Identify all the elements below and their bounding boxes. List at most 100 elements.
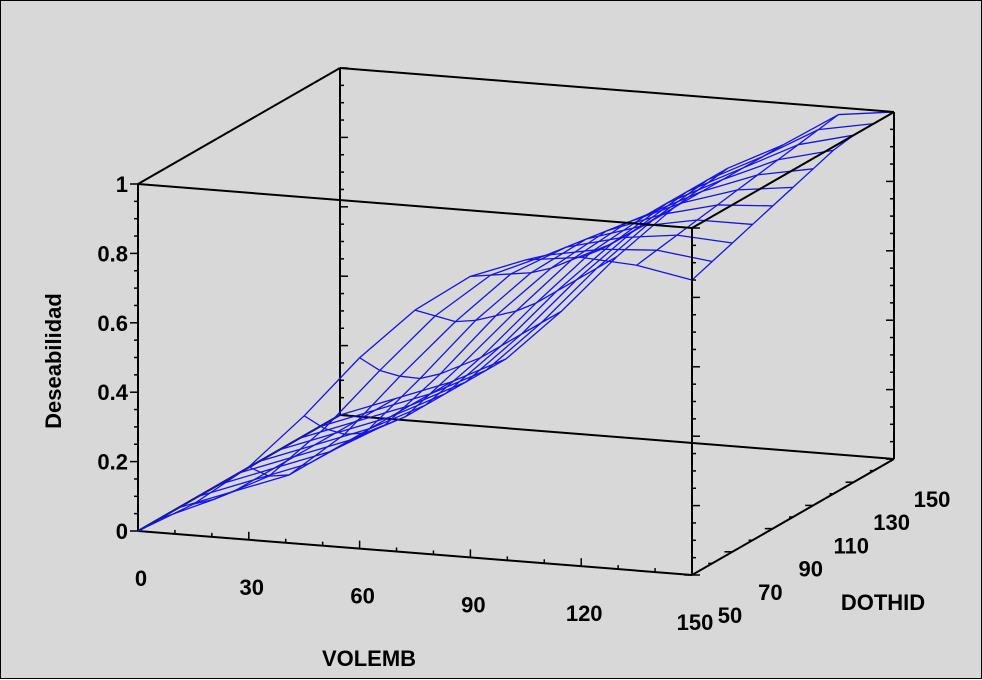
- mesh-segment: [586, 230, 607, 240]
- mesh-segment: [722, 159, 779, 181]
- mesh-segment: [707, 167, 729, 181]
- x-tick-label: 150: [677, 610, 714, 635]
- mesh-segment: [445, 381, 467, 395]
- mesh-segment: [359, 357, 381, 371]
- mesh-segment: [742, 155, 764, 169]
- mesh-segment: [545, 246, 567, 256]
- mesh-segment: [470, 274, 491, 277]
- mesh-segment: [268, 428, 325, 477]
- mesh-segment: [550, 259, 572, 269]
- mesh-segment: [646, 190, 703, 216]
- mesh-segment: [621, 225, 643, 239]
- x-tick-label: 90: [461, 592, 485, 617]
- mesh-segment: [334, 416, 391, 435]
- mesh-segment: [359, 309, 416, 359]
- mesh-segment: [561, 256, 618, 312]
- mesh-segment: [379, 315, 436, 371]
- box-edge: [339, 67, 895, 113]
- mesh-segment: [193, 466, 250, 505]
- mesh-segment: [591, 214, 648, 253]
- box-edge: [137, 67, 341, 185]
- mesh-segment: [303, 415, 325, 430]
- mesh-segment: [309, 451, 330, 464]
- mesh-segment: [566, 236, 622, 248]
- mesh-segment: [288, 433, 345, 476]
- mesh-segment: [722, 167, 744, 181]
- mesh-segment: [541, 310, 562, 324]
- mesh-segment: [475, 272, 532, 321]
- plot-box-front: [137, 67, 895, 575]
- mesh-segment: [520, 279, 578, 335]
- mesh-segment: [233, 474, 290, 493]
- mesh-segment: [646, 202, 668, 216]
- mesh-segment: [540, 267, 598, 324]
- mesh-segment: [279, 437, 300, 451]
- mesh-segment: [419, 319, 477, 379]
- mesh-segment: [495, 310, 517, 317]
- mesh-segment: [742, 144, 799, 169]
- mesh-segment: [193, 498, 214, 505]
- mesh-segment: [339, 397, 396, 416]
- mesh-segment: [762, 144, 784, 158]
- tick-labels: 00.20.40.60.810 30 60 90 120 150 5070901101301…: [97, 172, 950, 635]
- mesh-segment: [596, 220, 653, 269]
- surface-mesh: [137, 111, 895, 532]
- y-axis-label: DOTHID: [841, 590, 925, 615]
- mesh-segment: [556, 279, 577, 292]
- mesh-segment: [238, 455, 295, 474]
- x-axis-label: VOLEMB: [322, 646, 416, 671]
- mesh-segment: [137, 518, 159, 532]
- box-edge-back: [339, 414, 895, 460]
- mesh-segment: [812, 149, 834, 170]
- mesh-segment: [676, 234, 733, 244]
- mesh-segment: [294, 439, 350, 458]
- mesh-segment: [711, 242, 733, 262]
- mesh-segment: [364, 378, 421, 434]
- mesh-segment: [580, 248, 602, 258]
- mesh-segment: [798, 134, 854, 146]
- mesh-segment: [430, 381, 452, 395]
- x-tick-label: 30: [240, 575, 264, 600]
- mesh-segment: [424, 357, 482, 406]
- mesh-segment: [515, 302, 537, 312]
- mesh-segment: [414, 309, 436, 317]
- mesh-segment: [480, 345, 502, 359]
- mesh-segment: [797, 129, 819, 146]
- mesh-segment: [248, 466, 270, 477]
- y-tick-label: 110: [833, 533, 869, 558]
- mesh-segment: [737, 186, 794, 191]
- mesh-segment: [480, 302, 537, 359]
- mesh-segment: [299, 426, 321, 439]
- mesh-segment: [702, 179, 723, 192]
- mesh-segment: [666, 190, 688, 204]
- mesh-segment: [233, 479, 255, 492]
- mesh-segment: [414, 275, 471, 311]
- mesh-segment: [757, 159, 779, 176]
- mesh-segment: [303, 357, 361, 417]
- mesh-segment: [329, 439, 351, 453]
- mesh-segment: [475, 315, 496, 322]
- mesh-segment: [731, 223, 754, 244]
- mesh-segment: [687, 167, 744, 192]
- mesh-segment: [384, 416, 406, 426]
- mesh-segment: [772, 186, 794, 207]
- mesh-segment: [425, 393, 446, 406]
- mesh-segment: [500, 290, 557, 347]
- mesh-segment: [515, 259, 572, 312]
- mesh-segment: [137, 503, 194, 532]
- plot-box-back: [137, 68, 895, 576]
- mesh-segment: [157, 498, 214, 521]
- mesh-segment: [661, 202, 683, 216]
- mesh-segment: [535, 251, 593, 304]
- mesh-segment: [520, 322, 542, 335]
- mesh-segment: [818, 114, 839, 131]
- mesh-segment: [485, 358, 507, 371]
- mesh-segment: [218, 467, 275, 486]
- mesh-segment: [838, 111, 895, 116]
- mesh-segment: [500, 333, 522, 347]
- mesh-segment: [596, 255, 618, 269]
- mesh-segment: [545, 248, 602, 256]
- z-tick-label: 0.2: [97, 450, 128, 475]
